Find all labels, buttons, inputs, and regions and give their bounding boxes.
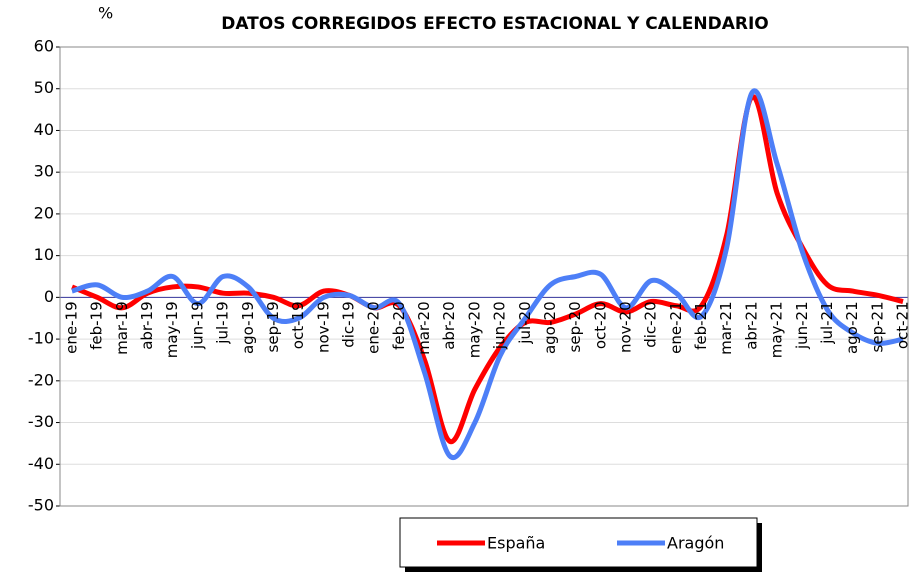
x-tick-label: ago-21: [843, 301, 861, 354]
y-tick-label: -40: [28, 454, 54, 473]
x-tick-label: nov-20: [617, 301, 635, 353]
x-tick-label: ago-19: [239, 301, 257, 354]
y-tick-label: -50: [28, 496, 54, 515]
x-tick-label: ene-20: [365, 301, 383, 353]
y-tick-label: -20: [28, 370, 54, 389]
x-tick-label: mar-19: [113, 301, 131, 355]
x-tick-label: jun-21: [793, 301, 811, 350]
x-tick-label: ene-21: [667, 301, 685, 353]
x-tick-label: feb-19: [88, 301, 106, 350]
x-tick-label: may-19: [163, 301, 181, 358]
x-tick-label: abr-19: [138, 301, 156, 349]
y-tick-label: 30: [34, 162, 54, 181]
y-tick-label: -10: [28, 329, 54, 348]
x-tick-label: oct-20: [591, 301, 609, 349]
x-tick-label: jun-20: [491, 301, 509, 350]
line-series: [72, 91, 903, 458]
x-tick-label: jul-19: [214, 301, 232, 344]
y-tick-label: 10: [34, 245, 54, 264]
legend-label: España: [487, 534, 545, 553]
y-tick-label: 50: [34, 78, 54, 97]
x-tick-label: ene-19: [63, 301, 81, 353]
y-tick-label: 40: [34, 120, 54, 139]
x-tick-label: oct-19: [289, 301, 307, 349]
x-tick-label: jun-19: [188, 301, 206, 350]
x-tick-label: jul-20: [516, 301, 534, 344]
x-tick-label: may-21: [768, 301, 786, 358]
y-axis-unit: %: [98, 4, 113, 23]
x-tick-label: abr-21: [742, 301, 760, 349]
x-tick-label: jul-21: [818, 301, 836, 344]
x-tick-label: mar-20: [415, 301, 433, 355]
x-tick-label: dic-19: [340, 301, 358, 347]
x-tick-label: sep-20: [566, 301, 584, 352]
x-tick-label: feb-20: [390, 301, 408, 350]
x-tick-label: feb-21: [692, 301, 710, 350]
y-tick-label: 20: [34, 203, 54, 222]
x-tick-label: abr-20: [440, 301, 458, 349]
x-tick-label: mar-21: [717, 301, 735, 355]
chart-title: DATOS CORREGIDOS EFECTO ESTACIONAL Y CAL…: [221, 14, 769, 34]
y-tick-label: 0: [44, 287, 54, 306]
legend-label: Aragón: [667, 534, 724, 553]
x-tick-label: oct-21: [894, 301, 910, 349]
x-tick-label: ago-20: [541, 301, 559, 354]
y-tick-label: -30: [28, 412, 54, 431]
y-tick-label: 60: [34, 37, 54, 56]
plot-area: [60, 47, 908, 506]
x-tick-label: nov-19: [314, 301, 332, 353]
x-tick-label: sep-21: [868, 301, 886, 352]
x-tick-label: may-20: [465, 301, 483, 358]
x-tick-label: sep-19: [264, 301, 282, 352]
x-tick-label: dic-20: [642, 301, 660, 347]
